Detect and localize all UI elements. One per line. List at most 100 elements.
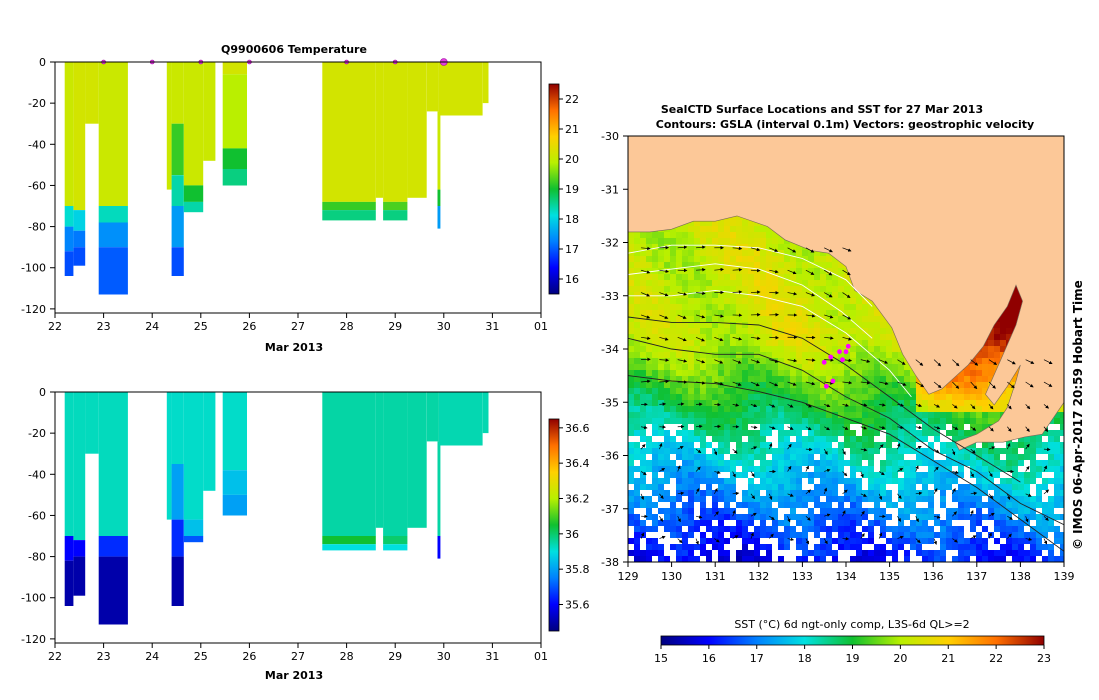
sst-cell <box>994 490 1000 496</box>
sst-cell <box>730 436 736 442</box>
sst-cell <box>766 508 772 514</box>
sst-cell <box>706 478 712 484</box>
sst-cell <box>664 436 670 442</box>
sst-cell <box>754 370 760 376</box>
sst-cell <box>796 316 802 322</box>
sst-cell <box>760 274 766 280</box>
sst-cell <box>826 418 832 424</box>
sst-cell <box>706 268 712 274</box>
sst-cell <box>1060 472 1066 478</box>
sst-cell <box>772 424 778 430</box>
sst-cell <box>934 550 940 556</box>
temperature-profile-cell <box>439 62 483 116</box>
sst-cell <box>652 418 658 424</box>
sst-cell <box>868 412 874 418</box>
sst-cell <box>982 418 988 424</box>
sst-cell <box>976 394 982 400</box>
sst-cell <box>700 268 706 274</box>
sst-cell <box>700 520 706 526</box>
sst-cell <box>850 352 856 358</box>
sst-cell <box>748 238 754 244</box>
sst-cell <box>1054 436 1060 442</box>
sst-cell <box>718 400 724 406</box>
sst-cell <box>772 340 778 346</box>
sst-cell <box>652 454 658 460</box>
sst-cell <box>778 352 784 358</box>
sst-cell <box>694 226 700 232</box>
sst-cell <box>724 292 730 298</box>
sst-cell <box>868 322 874 328</box>
temperature-profile-cell <box>483 62 489 103</box>
sst-cell <box>1012 298 1018 304</box>
sst-cell <box>718 514 724 520</box>
sst-cell <box>742 364 748 370</box>
sst-cell <box>976 448 982 454</box>
sst-cell <box>742 370 748 376</box>
sst-cell <box>796 484 802 490</box>
sst-cell <box>646 322 652 328</box>
sst-cell <box>844 478 850 484</box>
sst-cell <box>628 310 634 316</box>
sst-cell <box>652 256 658 262</box>
sst-cell <box>682 412 688 418</box>
sst-cell <box>712 328 718 334</box>
salinity-profile-cell <box>483 392 489 433</box>
sst-cell <box>718 544 724 550</box>
temperature-colorbar-tick-label: 18 <box>565 213 579 226</box>
sst-cell <box>802 526 808 532</box>
sst-cell <box>730 268 736 274</box>
sst-cell <box>772 490 778 496</box>
sst-cell <box>868 442 874 448</box>
sst-cell <box>790 514 796 520</box>
sst-cell <box>868 532 874 538</box>
sst-cell <box>640 310 646 316</box>
sst-cell <box>724 424 730 430</box>
sst-cell <box>718 346 724 352</box>
sst-cell <box>646 382 652 388</box>
sst-cell <box>688 550 694 556</box>
sst-cell <box>1030 448 1036 454</box>
sst-cell <box>946 484 952 490</box>
sst-cell <box>952 394 958 400</box>
sst-cell <box>640 400 646 406</box>
sst-cell <box>646 550 652 556</box>
sst-cell <box>922 430 928 436</box>
sst-cell <box>658 364 664 370</box>
sst-cell <box>940 406 946 412</box>
sst-cell <box>832 418 838 424</box>
sst-cell <box>784 256 790 262</box>
sst-cell <box>964 514 970 520</box>
sst-cell <box>748 406 754 412</box>
sst-cell <box>802 262 808 268</box>
sst-cell <box>1060 532 1066 538</box>
sst-cell <box>862 448 868 454</box>
sst-cell <box>688 490 694 496</box>
sst-cell <box>868 364 874 370</box>
sst-cell <box>838 460 844 466</box>
sst-cell <box>880 544 886 550</box>
sst-cell <box>802 442 808 448</box>
sst-cell <box>664 340 670 346</box>
sst-cell <box>754 502 760 508</box>
sst-cell <box>1000 526 1006 532</box>
sst-cell <box>982 442 988 448</box>
sst-cell <box>682 352 688 358</box>
sst-cell <box>910 400 916 406</box>
sst-cell <box>1012 526 1018 532</box>
sst-cell <box>742 520 748 526</box>
sst-cell <box>670 496 676 502</box>
sst-cell <box>808 352 814 358</box>
sst-cell <box>1042 502 1048 508</box>
sst-cell <box>688 448 694 454</box>
sst-cell <box>664 364 670 370</box>
sst-cell <box>706 508 712 514</box>
sst-cell <box>646 406 652 412</box>
sst-cell <box>682 418 688 424</box>
sst-cell <box>1000 340 1006 346</box>
temperature-profile-cell <box>85 62 99 124</box>
sst-cell <box>1030 472 1036 478</box>
sst-cell <box>754 556 760 562</box>
sst-cell <box>634 328 640 334</box>
salinity-profile-cell <box>74 557 86 596</box>
sst-cell <box>976 550 982 556</box>
